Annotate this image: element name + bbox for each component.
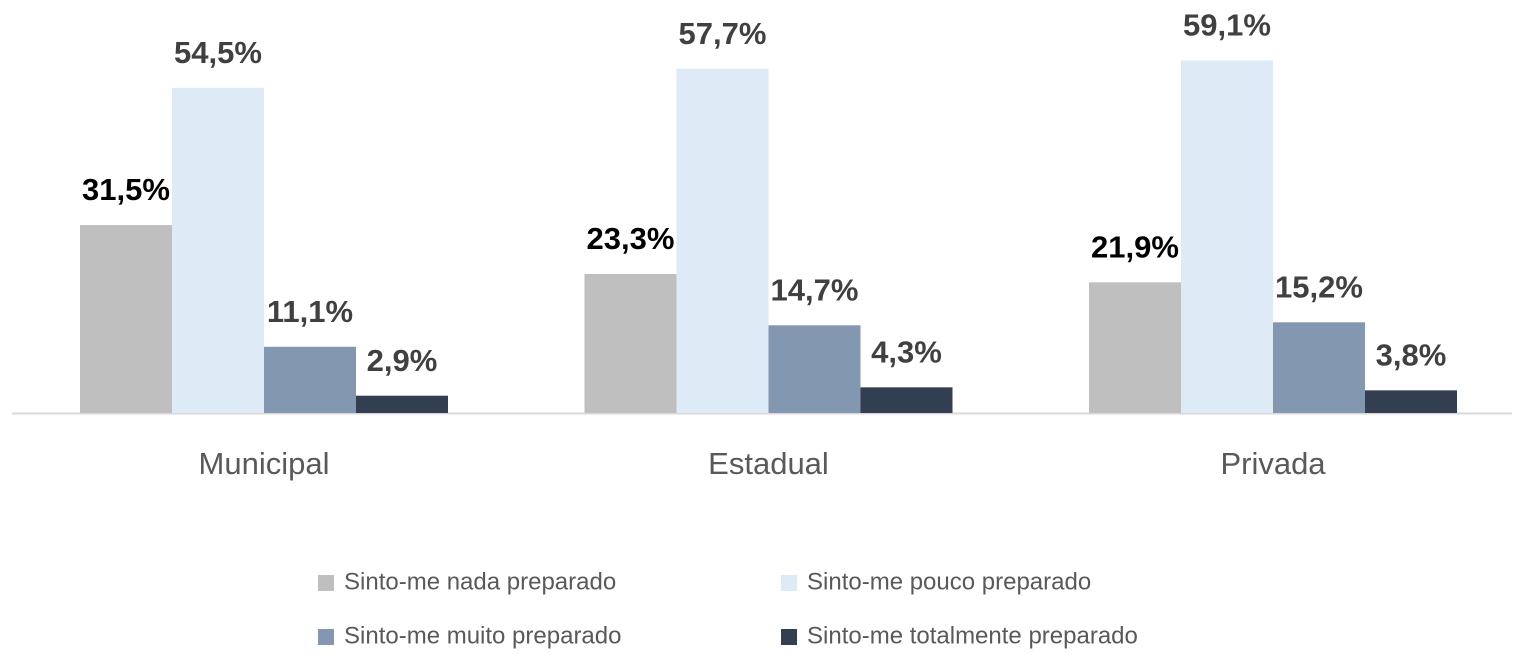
- bar: [860, 387, 953, 413]
- legend-label: Sinto-me muito preparado: [344, 622, 621, 649]
- legend-swatch: [318, 575, 334, 591]
- bar: [80, 225, 172, 413]
- x-tick-label: Estadual: [708, 446, 829, 481]
- value-label: 57,7%: [679, 16, 767, 51]
- legend-label: Sinto-me nada preparado: [344, 568, 616, 595]
- legend-swatch: [318, 629, 334, 645]
- legend-label: Sinto-me totalmente preparado: [807, 622, 1138, 649]
- bar: [676, 68, 769, 414]
- bar: [172, 87, 264, 414]
- bar: [264, 346, 356, 413]
- value-label: 31,5%: [82, 172, 170, 207]
- value-label: 15,2%: [1275, 269, 1363, 304]
- value-label: 21,9%: [1091, 230, 1179, 265]
- value-label: 3,8%: [1376, 338, 1447, 373]
- bar: [1181, 60, 1273, 414]
- value-label: 23,3%: [587, 221, 675, 256]
- legend-swatch: [781, 629, 797, 645]
- value-label: 59,1%: [1183, 8, 1271, 43]
- value-label: 11,1%: [267, 294, 353, 329]
- x-tick-label: Municipal: [199, 446, 330, 481]
- value-label: 14,7%: [771, 272, 859, 307]
- bar: [1273, 322, 1365, 413]
- legend-label: Sinto-me pouco preparado: [807, 568, 1091, 595]
- legend-swatch: [781, 575, 797, 591]
- bar: [584, 273, 677, 413]
- bar: [1089, 282, 1181, 413]
- value-label: 54,5%: [174, 35, 262, 70]
- value-label: 2,9%: [367, 343, 438, 378]
- value-label: 4,3%: [871, 335, 942, 370]
- x-tick-label: Privada: [1220, 446, 1326, 481]
- bar: [1365, 390, 1457, 413]
- bar: [356, 395, 448, 413]
- bar: [768, 325, 861, 413]
